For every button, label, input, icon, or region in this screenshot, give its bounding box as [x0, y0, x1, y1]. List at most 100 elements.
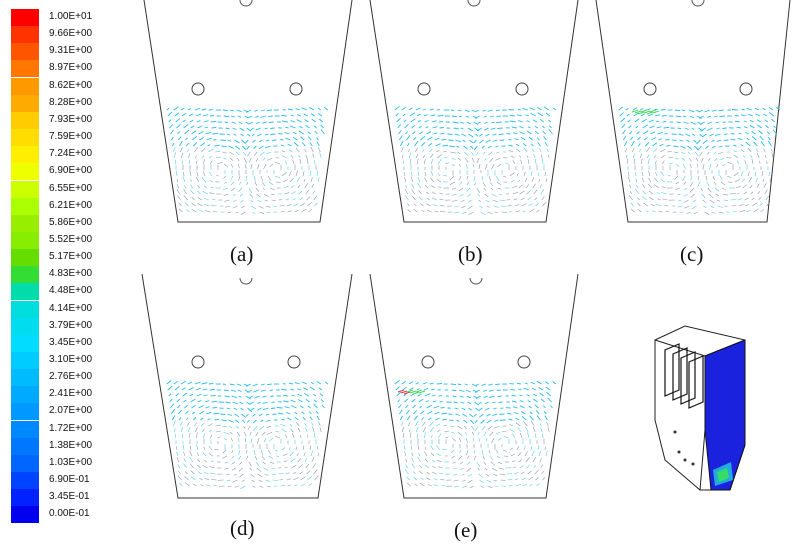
velocity-vector: [768, 171, 770, 177]
velocity-vector: [440, 133, 445, 135]
velocity-vector: [762, 107, 767, 111]
velocity-vector: [426, 131, 432, 135]
velocity-vector: [452, 461, 456, 464]
velocity-vector: [499, 199, 506, 202]
velocity-vector: [209, 466, 215, 469]
velocity-vector: [256, 467, 262, 472]
velocity-vector: [201, 108, 207, 111]
velocity-vector: [194, 147, 199, 153]
velocity-vector: [236, 425, 240, 429]
velocity-vector: [487, 485, 493, 489]
velocity-vector: [486, 419, 492, 424]
velocity-vector: [468, 211, 474, 216]
velocity-vector: [700, 127, 706, 132]
velocity-vector: [490, 461, 496, 466]
velocity-vector: [213, 412, 220, 415]
velocity-vector: [230, 437, 233, 442]
color-swatch: [11, 369, 39, 387]
velocity-vector: [701, 193, 706, 199]
velocity-vector: [510, 155, 515, 159]
velocity-vector: [297, 427, 301, 433]
velocity-vector: [502, 175, 507, 178]
velocity-vector: [629, 191, 632, 195]
velocity-vector: [202, 114, 209, 117]
velocity-vector: [648, 170, 651, 177]
velocity-vector: [239, 127, 245, 131]
velocity-vector: [750, 154, 753, 159]
velocity-vector: [411, 124, 416, 129]
velocity-vector: [206, 137, 212, 141]
velocity-vector: [690, 175, 693, 181]
velocity-vector: [484, 121, 488, 124]
velocity-vector: [437, 154, 442, 159]
velocity-vector: [204, 126, 209, 129]
velocity-vector: [494, 419, 499, 422]
velocity-vector: [166, 380, 172, 385]
velocity-vector: [512, 406, 518, 409]
pipe-circle-left: [191, 355, 205, 369]
velocity-vector: [245, 413, 249, 417]
velocity-vector: [466, 181, 470, 186]
velocity-vector: [465, 389, 471, 393]
velocity-vector: [167, 111, 173, 117]
velocity-vector: [230, 389, 237, 392]
velocity-vector: [529, 411, 533, 415]
velocity-vector: [644, 137, 648, 141]
velocity-vector: [648, 196, 654, 201]
velocity-vector: [305, 124, 310, 129]
velocity-vector: [419, 196, 423, 201]
velocity-vector: [516, 446, 520, 451]
velocity-vector: [299, 471, 303, 475]
pipe-circle-right: [289, 82, 303, 96]
velocity-vector: [733, 144, 737, 147]
velocity-vector: [485, 199, 490, 203]
velocity-vector: [744, 197, 749, 201]
velocity-vector: [451, 199, 458, 202]
velocity-vector: [211, 478, 217, 481]
velocity-vector: [247, 407, 253, 412]
velocity-vector: [690, 121, 697, 125]
velocity-vector: [545, 386, 551, 391]
velocity-vector: [404, 123, 409, 129]
velocity-vector: [405, 458, 408, 463]
velocity-vector: [468, 199, 472, 203]
velocity-vector: [201, 428, 205, 433]
velocity-vector: [746, 209, 751, 213]
velocity-vector: [451, 389, 457, 392]
velocity-vector: [496, 181, 502, 186]
velocity-vector: [730, 199, 737, 201]
velocity-vector: [692, 133, 696, 136]
velocity-vector: [262, 121, 267, 124]
velocity-vector: [477, 407, 483, 412]
velocity-vector: [763, 148, 766, 153]
velocity-vector: [492, 473, 498, 477]
velocity-vector: [197, 203, 203, 207]
velocity-vector: [512, 132, 518, 135]
color-scale-label: 4.48E+00: [49, 285, 93, 297]
velocity-vector: [270, 467, 276, 470]
velocity-vector: [294, 484, 298, 487]
velocity-vector: [431, 185, 435, 189]
velocity-vector: [250, 407, 255, 411]
velocity-vector: [237, 389, 242, 392]
velocity-vector: [453, 473, 458, 476]
velocity-vector: [454, 407, 459, 410]
velocity-vector: [674, 109, 681, 112]
pipe-circle-left: [421, 355, 435, 369]
velocity-vector: [492, 401, 496, 404]
velocity-vector: [756, 119, 761, 123]
velocity-vector: [527, 400, 531, 403]
velocity-vector: [241, 205, 245, 209]
velocity-vector: [722, 127, 727, 129]
velocity-vector: [286, 204, 292, 207]
velocity-vector: [294, 381, 300, 385]
velocity-vector: [665, 139, 670, 141]
velocity-vector: [698, 115, 705, 119]
velocity-vector: [488, 449, 491, 454]
velocity-vector: [224, 199, 230, 202]
velocity-vector: [661, 160, 665, 165]
velocity-vector: [643, 202, 648, 207]
velocity-vector: [409, 387, 414, 391]
velocity-vector: [753, 208, 759, 213]
velocity-vector: [532, 183, 536, 189]
